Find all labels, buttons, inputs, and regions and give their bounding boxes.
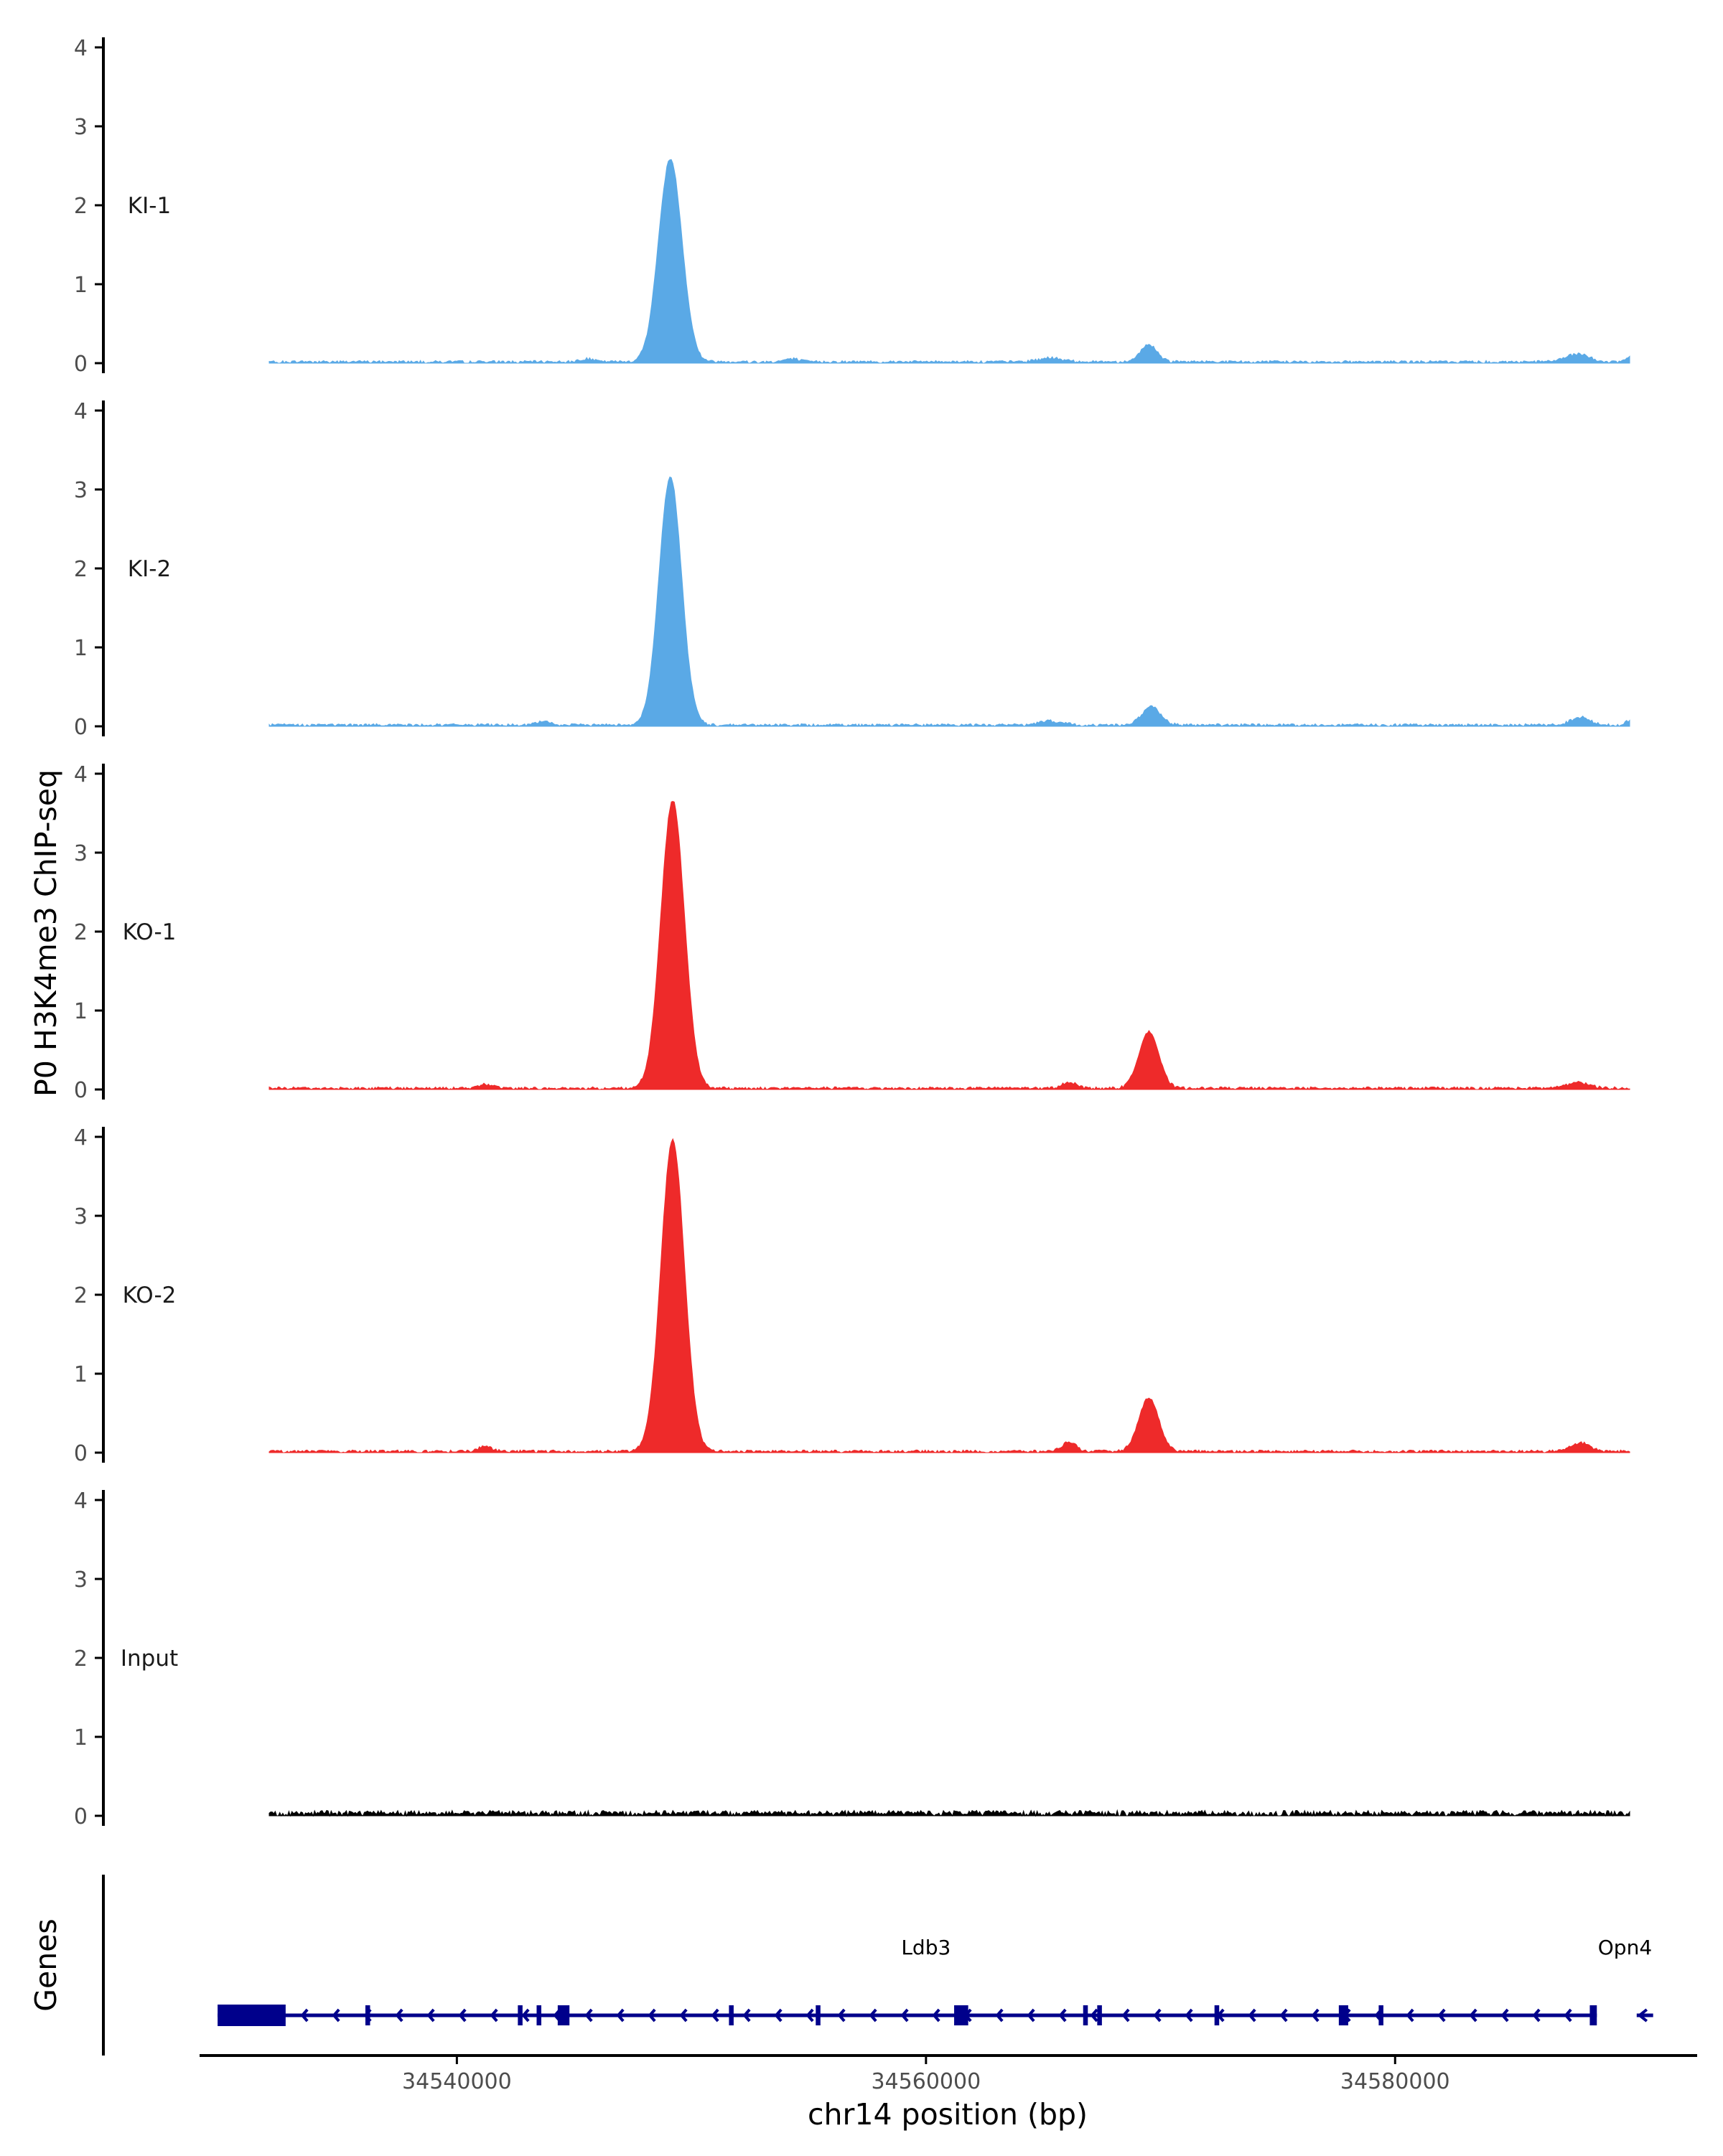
y-tick-label: 4 [74, 36, 88, 61]
y-tick-label: 4 [74, 1489, 88, 1514]
exon [1083, 2005, 1088, 2025]
gene-name-label: Opn4 [1598, 1936, 1652, 1959]
y-tick-label: 4 [74, 399, 88, 424]
y-tick-label: 4 [74, 762, 88, 787]
y-tick-label: 2 [74, 920, 88, 945]
y-tick-label: 3 [74, 841, 88, 866]
exon [518, 2005, 523, 2025]
y-tick-label: 3 [74, 115, 88, 140]
y-tick-label: 2 [74, 1646, 88, 1672]
y-tick-label: 1 [74, 1362, 88, 1387]
gene-name-label: Ldb3 [901, 1936, 951, 1959]
x-tick-label: 34580000 [1340, 2069, 1450, 2094]
exon [1097, 2005, 1102, 2025]
y-tick-label: 0 [74, 1441, 88, 1466]
exon [954, 2005, 968, 2025]
x-tick-label: 34540000 [402, 2069, 512, 2094]
y-tick-label: 0 [74, 715, 88, 740]
track-label: KI-1 [128, 193, 171, 219]
y-tick-label: 1 [74, 273, 88, 298]
y-tick-label: 0 [74, 1804, 88, 1829]
y-tick-label: 1 [74, 636, 88, 661]
track-label: KO-2 [123, 1283, 177, 1308]
exon [1339, 2005, 1348, 2025]
exon [558, 2005, 569, 2025]
y-tick-label: 2 [74, 194, 88, 219]
y-tick-label: 1 [74, 999, 88, 1024]
y-tick-label: 3 [74, 1204, 88, 1229]
exon [1378, 2005, 1383, 2025]
track-label: Input [121, 1646, 178, 1672]
y-tick-label: 1 [74, 1725, 88, 1750]
y-tick-label: 4 [74, 1125, 88, 1150]
y-tick-label: 0 [74, 1078, 88, 1103]
track-label: KO-1 [123, 919, 177, 945]
y-axis-title: P0 H3K4me3 ChIP-seq [29, 769, 63, 1097]
exon [1215, 2005, 1220, 2025]
x-axis-title: chr14 position (bp) [808, 2097, 1088, 2132]
y-tick-label: 3 [74, 478, 88, 503]
exon [729, 2005, 734, 2025]
x-tick-label: 34560000 [871, 2069, 981, 2094]
y-tick-label: 2 [74, 557, 88, 582]
exon [1589, 2005, 1597, 2025]
y-tick-label: 0 [74, 352, 88, 377]
y-tick-label: 3 [74, 1567, 88, 1593]
exon [365, 2005, 370, 2025]
track-label: KI-2 [128, 556, 171, 582]
genes-axis-title: Genes [29, 1918, 63, 2012]
y-tick-label: 2 [74, 1283, 88, 1308]
exon [536, 2005, 541, 2025]
exon [218, 2005, 286, 2026]
exon [816, 2005, 821, 2025]
